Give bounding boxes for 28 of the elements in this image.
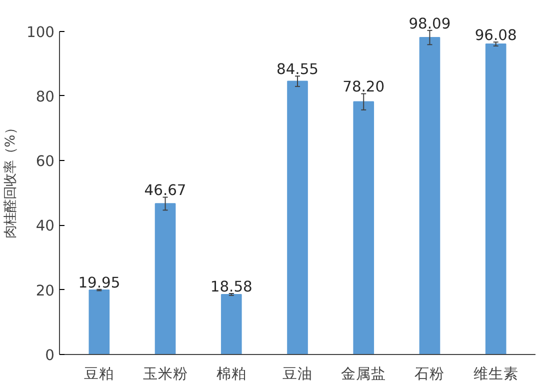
data-label: 84.55	[276, 61, 318, 78]
y-axis-title: 肉桂醛回收率（%）	[2, 122, 19, 238]
y-tick-label: 80	[36, 88, 55, 106]
bar	[154, 203, 176, 354]
bar	[220, 294, 242, 354]
x-tick-label: 豆粕	[84, 366, 114, 382]
bar	[88, 290, 110, 354]
data-label: 46.67	[144, 182, 186, 200]
x-tick-label: 玉米粉	[142, 366, 188, 382]
data-label: 78.20	[342, 78, 385, 96]
x-tick-label: 豆油	[282, 366, 312, 382]
data-label: 96.08	[474, 27, 517, 44]
bar	[419, 37, 440, 354]
y-tick-label: 60	[36, 153, 55, 170]
bar	[485, 44, 506, 354]
data-label: 19.95	[78, 274, 120, 292]
x-tick-label: 棉粕	[216, 366, 246, 382]
x-tick-label: 金属盐	[341, 366, 386, 382]
bar	[287, 80, 308, 354]
data-label: 18.58	[210, 278, 252, 296]
y-tick-label: 40	[36, 218, 55, 235]
bar	[353, 101, 374, 354]
y-tick-label: 100	[26, 24, 55, 41]
data-label: 98.09	[408, 15, 451, 32]
y-tick-label: 20	[36, 282, 55, 300]
x-tick-label: 石粉	[414, 366, 445, 382]
x-tick-label: 维生素	[473, 366, 518, 382]
y-tick-label: 0	[45, 347, 55, 364]
